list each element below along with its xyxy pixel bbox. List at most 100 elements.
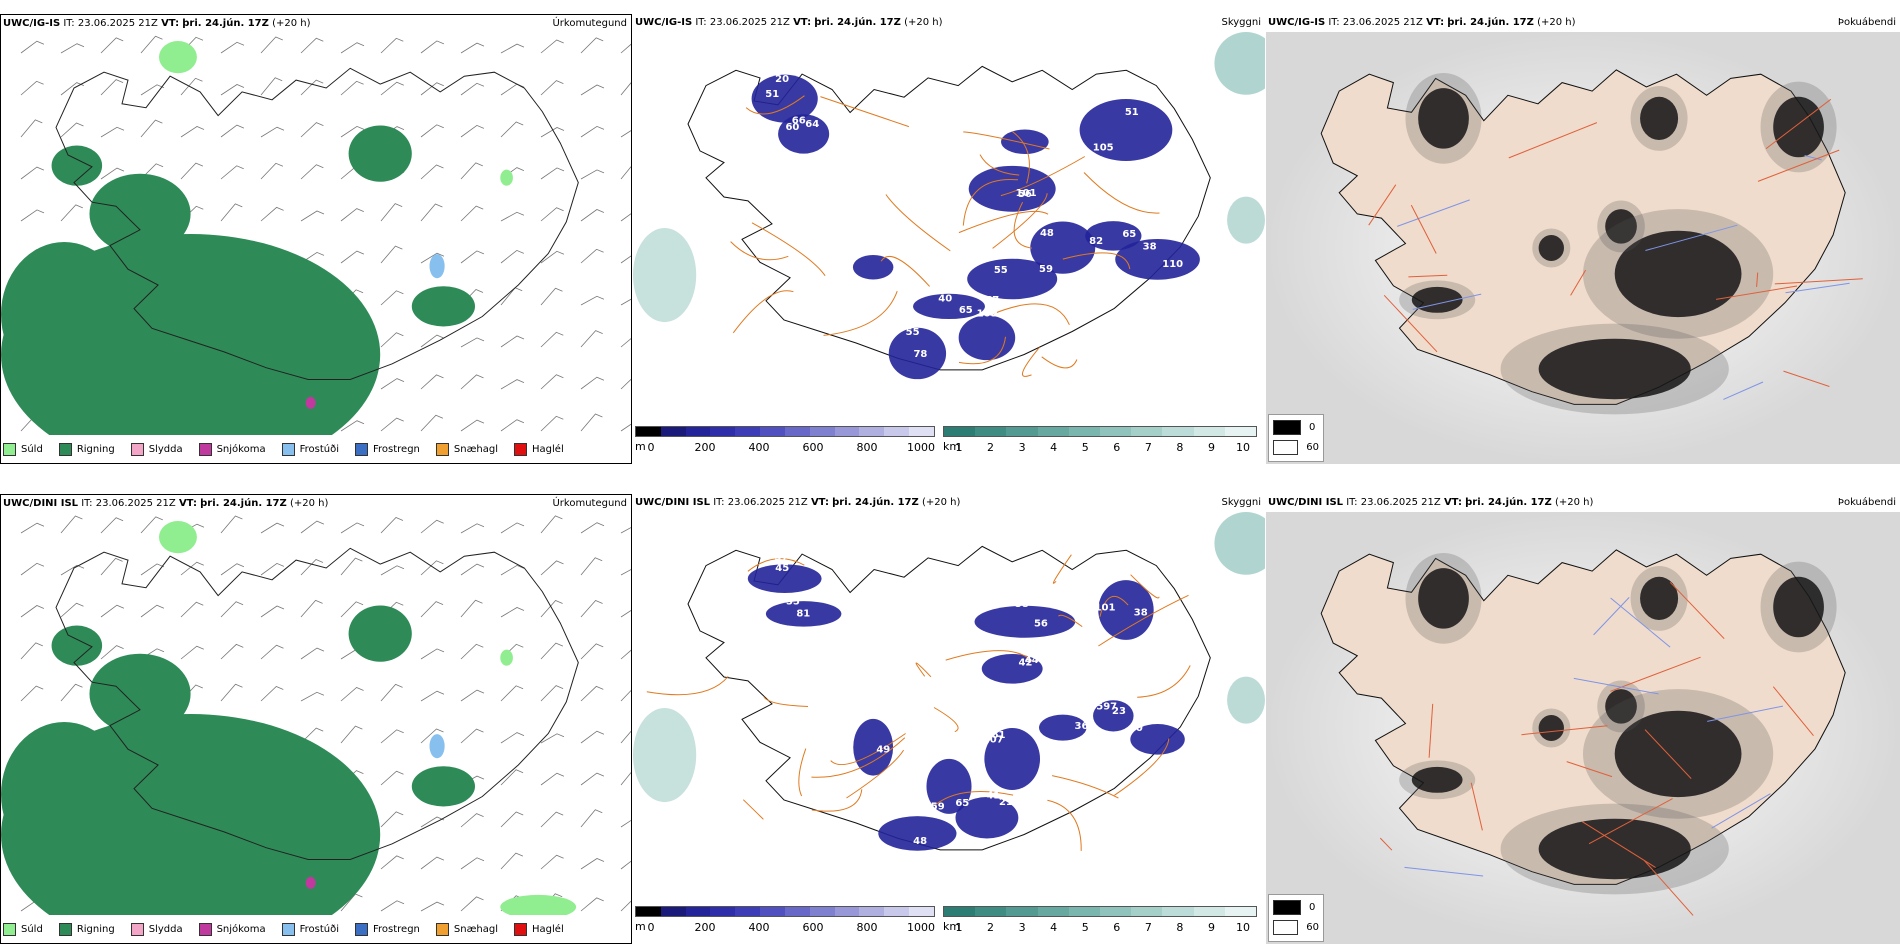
- scale-tick: 1: [955, 921, 963, 934]
- river: [1610, 597, 1671, 648]
- ceiling-label: 60: [1129, 723, 1143, 734]
- road: [1783, 370, 1830, 387]
- wind-barb: [380, 81, 404, 96]
- legend-swatch: [435, 442, 449, 456]
- wind-barb: [220, 165, 244, 180]
- scale-tick: 5: [1081, 921, 1089, 934]
- road: [745, 95, 805, 115]
- panel-title: Úrkomutegund: [552, 18, 627, 29]
- wind-barb: [260, 77, 283, 96]
- wind-barb: [580, 685, 604, 702]
- ceiling-label: 59: [1039, 264, 1053, 275]
- wind-barb: [460, 205, 484, 222]
- coastline: [55, 67, 579, 380]
- ceiling-label: 106: [945, 275, 966, 286]
- legend-label: Haglél: [532, 923, 564, 935]
- road: [646, 676, 729, 696]
- drizzle-area: [159, 521, 197, 554]
- wind-barb: [300, 210, 325, 222]
- ceiling-scale: m 0 200 400 600 800 1000: [635, 426, 935, 464]
- scale-cell: [1068, 427, 1101, 436]
- road: [1756, 272, 1759, 287]
- wind-barb: [540, 39, 564, 54]
- ceiling-label: 51: [1041, 697, 1055, 708]
- lead-time: (+20 h): [1537, 17, 1576, 28]
- wind-barb: [580, 858, 605, 870]
- visibility-area: [633, 228, 697, 323]
- wind-barb: [220, 84, 245, 96]
- fog-area: [1614, 710, 1742, 798]
- wind-barb: [540, 854, 564, 870]
- wind-barb: [460, 162, 483, 180]
- scale-tick: 200: [694, 441, 716, 454]
- fog-area: [1532, 228, 1571, 268]
- scale-cell: [660, 907, 686, 916]
- wind-barb: [420, 728, 444, 744]
- ceiling-label: 60: [785, 122, 799, 133]
- scale-ticks: 1 2 3 4 5 6 7 8 9 10: [943, 921, 1257, 937]
- fog-area: [1538, 235, 1564, 261]
- wind-barb: [420, 648, 445, 660]
- ceiling-area: [1115, 239, 1200, 280]
- road: [742, 799, 764, 820]
- wind-barb: [620, 255, 631, 264]
- ceiling-label: 38: [1134, 607, 1148, 618]
- legend-swatch: [281, 442, 295, 456]
- scale-unit: km: [943, 920, 961, 933]
- ceiling-area: [955, 797, 1019, 839]
- ceiling-label: 48: [913, 836, 927, 847]
- wind-barb: [620, 166, 631, 180]
- wind-barb: [500, 811, 524, 828]
- wind-barb: [500, 419, 525, 432]
- wind-barb: [500, 211, 525, 222]
- scale-cell: [1006, 427, 1038, 436]
- valid-time: þri. 24.jún. 17Z: [1465, 497, 1552, 508]
- scale-cell: [1224, 427, 1257, 436]
- legend-label: Snjókoma: [216, 443, 266, 455]
- panel-header: UWC/DINI ISL IT: 23.06.2025 21Z VT: þri.…: [633, 494, 1265, 512]
- scale-tick: 0: [647, 441, 655, 454]
- ceiling-label: 67: [985, 295, 999, 306]
- wind-barb: [580, 600, 603, 618]
- legend-item: Haglél: [514, 922, 564, 936]
- map-precip: [1, 33, 631, 435]
- wind-barb: [300, 647, 325, 660]
- scale-tick: 5: [1081, 441, 1089, 454]
- fog-area: [1399, 760, 1476, 800]
- rain-area: [89, 173, 191, 255]
- wind-barb: [380, 565, 405, 576]
- road: [751, 222, 826, 276]
- legend-label: Frostúði: [299, 443, 339, 455]
- model-name: UWC/IG-IS: [1268, 17, 1326, 28]
- lead-time: (+20 h): [921, 497, 961, 508]
- ceiling-label: 51: [765, 89, 779, 100]
- wind-barb: [420, 601, 444, 618]
- wind-barb: [460, 599, 483, 618]
- model-name: UWC/DINI ISL: [1268, 497, 1344, 508]
- wind-barb: [500, 607, 525, 618]
- wind-barb: [500, 335, 525, 348]
- legend-swatch: [198, 442, 212, 456]
- scale-colors: [943, 426, 1257, 437]
- wind-barb: [300, 691, 325, 702]
- fog-area: [1583, 209, 1774, 339]
- road: [1051, 775, 1119, 799]
- wind-barb: [620, 610, 631, 618]
- wind-barb: [500, 121, 524, 138]
- valid-time: þri. 24.jún. 17Z: [200, 498, 287, 509]
- wind-barb: [460, 419, 485, 432]
- road: [1772, 686, 1814, 737]
- road: [1012, 131, 1030, 184]
- scale-cell: [760, 427, 785, 436]
- scale-cell: [1068, 907, 1101, 916]
- panel-fog: UWC/IG-IS IT: 23.06.2025 21Z VT: þri. 24…: [1266, 14, 1900, 464]
- ceiling-label: 57: [872, 281, 886, 292]
- wind-barb: [300, 520, 325, 534]
- scale-cell: [975, 907, 1007, 916]
- scale-cell: [735, 427, 761, 436]
- road: [963, 131, 1050, 150]
- ceiling-area: [958, 315, 1016, 361]
- wind-barb: [300, 727, 324, 744]
- wind-barb: [340, 522, 365, 534]
- scale-tick: 4: [1050, 921, 1058, 934]
